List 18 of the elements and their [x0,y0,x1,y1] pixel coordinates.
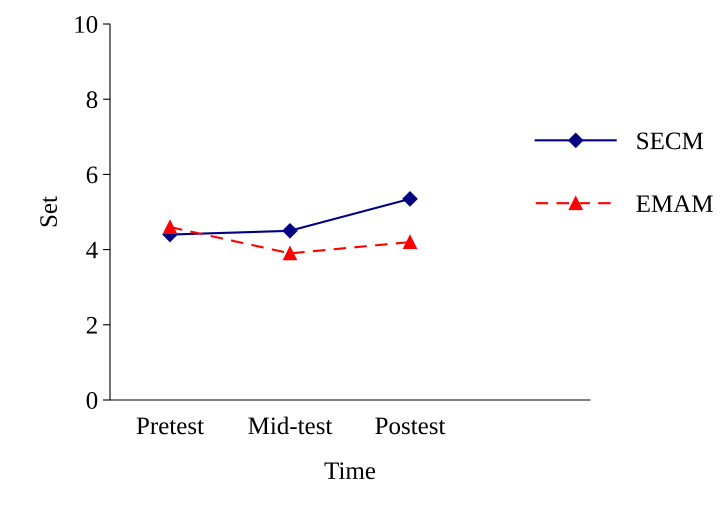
x-tick-label: Mid-test [248,416,332,434]
x-axis-title: Time [324,462,376,480]
point [403,235,417,250]
point [283,246,297,260]
point [163,220,177,234]
y-tick-label: 8 [86,91,98,108]
y-tick-label: 2 [86,316,97,334]
point [402,191,418,206]
y-tick-label: 0 [86,392,98,409]
x-tick-label: Postest [375,418,446,434]
x-tick-label: Pretest [136,418,204,434]
y-tick-label: 4 [86,242,98,258]
legend-label: EMAM [636,195,713,212]
y-tick-label: 6 [86,166,98,184]
y-axis-title: Set [40,196,58,226]
legend-label: SECM [637,132,704,150]
y-tick-label: 10 [75,16,98,33]
point [282,223,298,238]
